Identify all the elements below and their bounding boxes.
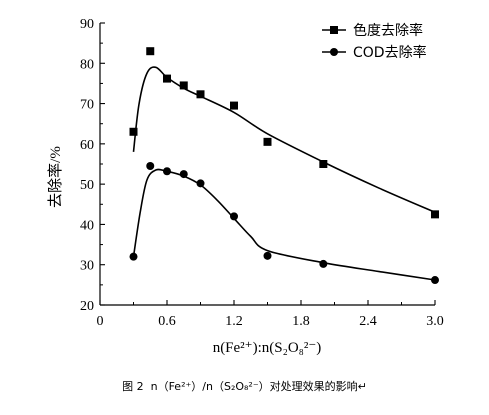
- data-point-circle: [129, 252, 138, 261]
- data-point-square: [431, 210, 439, 219]
- data-point-square: [146, 47, 155, 56]
- ticks: 0 0.6 1.2 1.8 2.4 3.0 20 30 40 50 60 70 80 90: [80, 17, 444, 329]
- x-tick-label: 0: [97, 314, 104, 329]
- data-point-square: [263, 137, 272, 146]
- y-tick-label: 80: [80, 57, 94, 72]
- x-tick-label: 3.0: [426, 314, 444, 329]
- data-point-circle: [263, 251, 272, 260]
- x-axis-title: n(Fe²⁺):n(S₂O₈²⁻): [213, 340, 322, 356]
- y-tick-label: 50: [80, 178, 94, 193]
- x-tick-label: 1.2: [225, 314, 243, 329]
- x-tick-label: 1.8: [292, 314, 310, 329]
- legend: 色度去除率 COD去除率: [322, 22, 427, 61]
- data-point-circle: [179, 170, 188, 179]
- data-point-square: [230, 101, 238, 110]
- y-tick-label: 70: [80, 98, 94, 113]
- data-point-square: [196, 90, 205, 99]
- series-line-1: [132, 66, 436, 214]
- legend-label: 色度去除率: [353, 22, 423, 39]
- legend-marker-square: [330, 26, 338, 34]
- data-point-circle: [319, 259, 328, 268]
- figure-caption: 图 2 n（Fe²⁺）/n（S₂O₈²⁻）对处理效果的影响↵: [122, 380, 367, 393]
- data-point-circle: [163, 167, 171, 176]
- y-axis-title: 去除率/%: [47, 146, 64, 208]
- data-point-square: [129, 127, 138, 136]
- markers: [129, 47, 439, 285]
- x-tick-label: 0.6: [158, 314, 176, 329]
- data-point-square: [163, 74, 171, 83]
- y-tick-label: 40: [80, 218, 94, 233]
- data-point-circle: [196, 179, 205, 188]
- data-point-square: [319, 160, 328, 168]
- legend-label: COD去除率: [353, 44, 427, 61]
- data-point-square: [179, 81, 188, 90]
- data-point-circle: [230, 212, 238, 221]
- y-tick-label: 20: [80, 299, 94, 314]
- series-line-2: [132, 168, 436, 281]
- y-tick-label: 90: [80, 17, 94, 32]
- data-point-circle: [146, 162, 155, 171]
- y-tick-label: 30: [80, 259, 94, 274]
- data-point-circle: [431, 276, 439, 285]
- legend-marker-circle: [330, 48, 338, 56]
- x-tick-label: 2.4: [359, 314, 377, 329]
- y-tick-label: 60: [80, 138, 94, 153]
- curves: [132, 66, 436, 281]
